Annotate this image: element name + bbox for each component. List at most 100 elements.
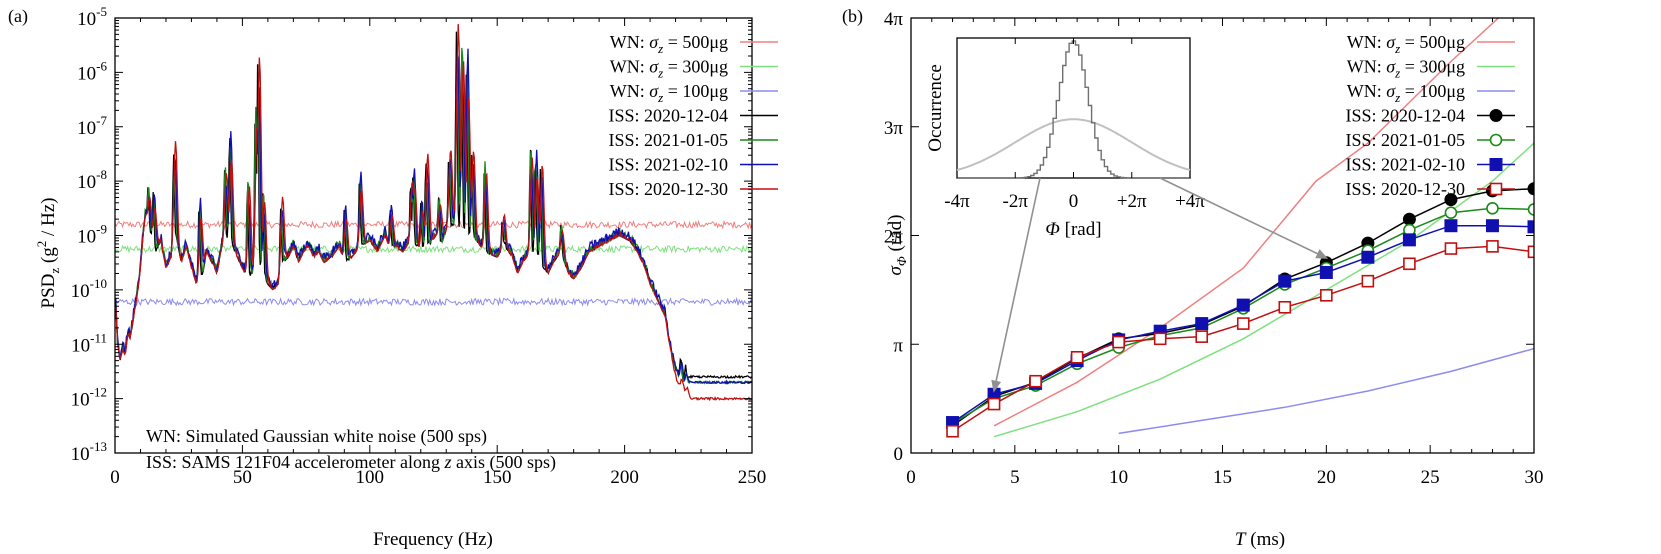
panel-a-label: (a)	[8, 6, 28, 27]
x-tick-label: 15	[1213, 467, 1232, 488]
panel-b-label: (b)	[842, 6, 863, 27]
data-point	[1320, 289, 1333, 302]
data-point	[1070, 350, 1084, 364]
x-tick-label: 20	[1317, 467, 1336, 488]
panel-a-note-1: WN: Simulated Gaussian white noise (500 …	[146, 426, 487, 447]
wn-line-2	[115, 244, 752, 254]
panel-b-ylabel: σΦ (rad)	[885, 215, 909, 276]
x-tick-label: 250	[738, 467, 767, 488]
data-point	[1361, 250, 1375, 264]
x-tick-label: 10	[1109, 467, 1128, 488]
legend-label: WN: σz = 300μg	[610, 57, 728, 81]
legend-label: ISS: 2021-02-10	[1345, 155, 1465, 175]
inset-x-tick-label: -4π	[944, 191, 970, 212]
data-point	[1278, 274, 1292, 288]
panel-a-curves	[115, 23, 752, 402]
data-point	[987, 397, 1001, 411]
data-point	[1402, 233, 1416, 247]
legend-label: ISS: 2020-12-30	[1345, 179, 1465, 199]
data-point	[1195, 317, 1209, 331]
data-point	[1361, 274, 1375, 288]
data-point	[1402, 212, 1416, 226]
data-point	[1486, 202, 1499, 215]
inset-x-tick-label: -2π	[1003, 191, 1029, 212]
data-point	[1444, 219, 1458, 233]
y-tick-label: 10-7	[77, 113, 107, 139]
legend-label: WN: σz = 500μg	[1347, 32, 1465, 56]
panel-b-axes: 0 5 10 15 20 25 30 0 π 2π 3π 4π	[884, 9, 1544, 488]
data-point	[1195, 330, 1209, 343]
y-tick-label: 10-13	[71, 439, 107, 465]
wn-line-3	[115, 296, 752, 308]
data-point	[1444, 206, 1458, 219]
data-point	[1527, 203, 1534, 216]
y-tick-label: 10-10	[71, 276, 107, 302]
panel-b-xlabel: T (ms)	[1235, 529, 1285, 550]
inset-wide-distribution	[956, 118, 1191, 171]
data-point	[1527, 182, 1534, 196]
data-point	[946, 424, 959, 438]
wn-curve-2	[993, 142, 1534, 438]
legend-label: WN: σz = 100μg	[1347, 81, 1465, 105]
inset-arrow-1	[991, 177, 1041, 393]
y-tick-label: 10-9	[77, 222, 107, 248]
x-tick-label: 50	[233, 467, 252, 488]
legend-marker	[1489, 158, 1503, 171]
inset-xlabel: Φ [rad]	[1045, 219, 1101, 240]
legend-marker	[1489, 182, 1503, 196]
data-point	[1403, 257, 1416, 271]
iss-curve-2	[952, 207, 1534, 425]
legend-label: ISS: 2020-12-30	[608, 179, 728, 199]
x-tick-label: 0	[110, 467, 120, 488]
legend-marker	[1489, 133, 1503, 147]
data-point	[1527, 245, 1534, 259]
x-tick-label: 25	[1421, 467, 1440, 488]
iss-line-4	[115, 23, 752, 402]
panel-b-curves	[946, 18, 1534, 438]
x-tick-label: 200	[610, 467, 639, 488]
data-point	[1112, 335, 1125, 349]
data-point	[1444, 242, 1458, 255]
x-tick-label: 5	[1010, 467, 1020, 488]
x-tick-label: 100	[356, 467, 385, 488]
panel-b-inset: -4π -2π 0 +2π +4π Occurrence Φ [rad]	[925, 37, 1329, 393]
y-tick-label: 2π	[884, 227, 904, 248]
data-point	[1278, 300, 1292, 314]
y-tick-label: 10-5	[77, 4, 107, 30]
inset-x-tick-label: 0	[1069, 191, 1079, 212]
data-point	[1485, 219, 1499, 233]
y-tick-label: 10-6	[77, 58, 107, 84]
y-tick-label: 10-12	[71, 385, 107, 411]
y-tick-label: 10-8	[77, 167, 107, 193]
y-tick-label: 0	[894, 444, 904, 465]
panel-a-xlabel: Frequency (Hz)	[373, 529, 493, 550]
wn-line-1	[115, 219, 752, 230]
inset-ylabel: Occurrence	[925, 64, 946, 152]
legend-label: ISS: 2021-02-10	[608, 155, 728, 175]
y-tick-label: 10-11	[71, 330, 107, 356]
legend-label: ISS: 2020-12-04	[608, 106, 728, 126]
wn-curve-1	[993, 18, 1500, 427]
inset-arrow-2	[1159, 177, 1329, 259]
inset-x-tick-label: +4π	[1175, 191, 1205, 212]
data-point	[1527, 220, 1534, 234]
panel-a-ylabel: PSDz (g2 / Hz)	[34, 198, 62, 309]
data-point	[1153, 332, 1167, 346]
panel-a-axes: 0 50 100 150 200 250 10-5 10-6 10-7 10-8 10-9 10-10…	[71, 4, 767, 488]
panel-a-note-2: ISS: SAMS 121F04 accelerometer along z a…	[146, 452, 556, 473]
y-tick-label: 3π	[884, 118, 904, 139]
x-tick-label: 150	[483, 467, 512, 488]
legend-label: ISS: 2020-12-04	[1345, 106, 1465, 126]
legend-label: WN: σz = 300μg	[1347, 57, 1465, 81]
legend-label: WN: σz = 100μg	[610, 81, 728, 105]
data-point	[1444, 193, 1458, 207]
y-tick-label: 4π	[884, 9, 904, 30]
data-point	[1236, 298, 1250, 312]
legend-label: WN: σz = 500μg	[610, 32, 728, 56]
data-point	[1486, 240, 1499, 253]
legend-marker	[1489, 109, 1503, 122]
legend-label: ISS: 2021-01-05	[1345, 130, 1465, 150]
y-tick-label: π	[893, 335, 903, 356]
